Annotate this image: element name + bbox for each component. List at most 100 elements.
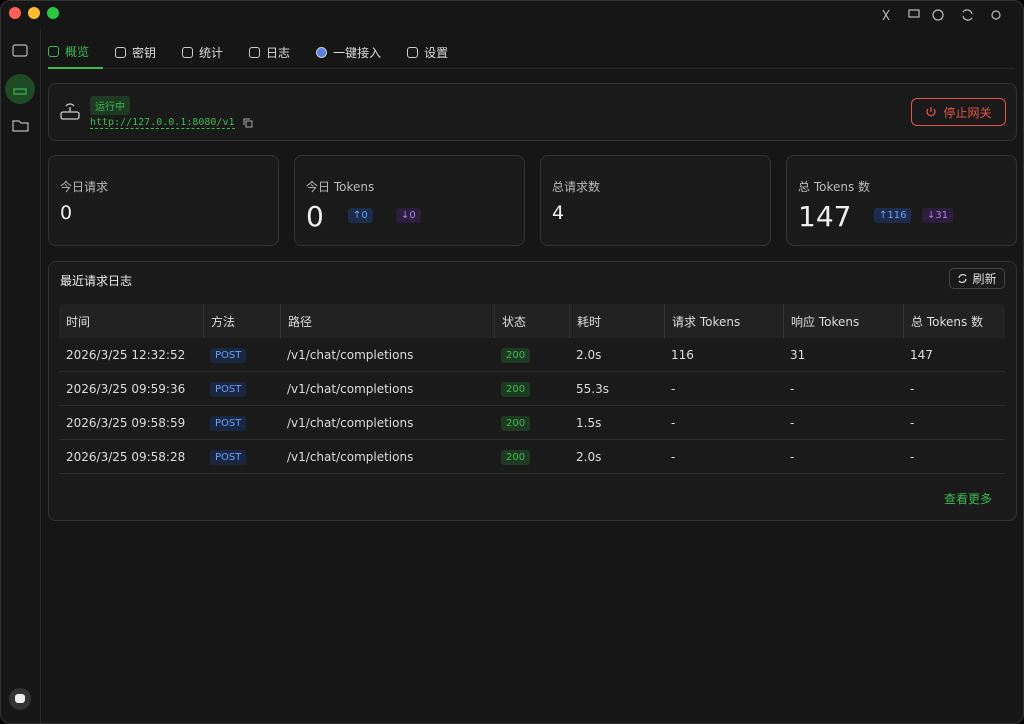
- table-cell: 147: [903, 338, 1005, 372]
- cell-text: 2.0s: [576, 450, 602, 464]
- tokens-down: ↓0: [396, 208, 421, 223]
- tab-label: 设置: [424, 45, 449, 60]
- sidebar-icons[interactable]: [1, 29, 41, 724]
- table-row: 2026/3/25 09:58:28 POST/v1/chat/completio…: [59, 440, 1005, 474]
- cell-text: 2026/3/25 12:32:52: [66, 348, 186, 362]
- cell-text: POST: [210, 381, 247, 397]
- header-cell: 总 Tokens 数: [903, 304, 1005, 338]
- header-cell: 状态: [494, 304, 569, 338]
- cell-text: -: [790, 416, 795, 430]
- tab-icon: [115, 46, 127, 58]
- header-cell: 响应 Tokens: [783, 304, 903, 338]
- cell-text: 200: [501, 381, 531, 397]
- refresh-icon: [958, 274, 968, 283]
- toolbar-icons[interactable]: [879, 8, 1009, 22]
- cell-text: -: [671, 382, 676, 396]
- stat-card: 总请求数 4: [540, 155, 771, 246]
- table-cell: 200: [494, 338, 569, 372]
- table-row: 2026/3/25 12:32:52 POST/v1/chat/completio…: [59, 338, 1005, 372]
- stat-card: 今日 Tokens 0 ↑0 ↓0: [294, 155, 525, 246]
- refresh-button[interactable]: 刷新: [949, 268, 1005, 289]
- tab-label: 一键接入: [333, 45, 382, 60]
- cell-text: 2.0s: [576, 348, 602, 362]
- table-cell: /v1/chat/completions: [280, 372, 494, 406]
- table-cell: 31: [783, 338, 903, 372]
- table-cell: -: [664, 372, 783, 406]
- router-icon: [60, 103, 80, 120]
- table-cell: POST: [203, 440, 280, 474]
- cell-text: POST: [210, 449, 247, 465]
- stop-label: 停止网关: [943, 105, 992, 120]
- table-cell: 2026/3/25 09:59:36: [59, 372, 203, 406]
- header-cell: 方法: [203, 304, 280, 338]
- stat-value: 0: [306, 200, 324, 233]
- cell-text: 55.3s: [576, 382, 609, 396]
- table-cell: -: [664, 440, 783, 474]
- sidebar: [1, 29, 41, 723]
- cell-text: 31: [790, 348, 806, 362]
- cell-text: /v1/chat/completions: [287, 450, 414, 464]
- status-badge: 运行中: [90, 96, 130, 115]
- table-cell: /v1/chat/completions: [280, 440, 494, 474]
- cell-text: /v1/chat/completions: [287, 382, 414, 396]
- cell-text: POST: [210, 347, 247, 363]
- tab[interactable]: 概览: [48, 35, 104, 69]
- tab[interactable]: 统计: [182, 35, 237, 69]
- tokens-up: ↑116: [874, 208, 912, 223]
- cell-text: -: [790, 382, 795, 396]
- log-card: 最近请求日志 刷新 查看更多 时间 方法 路径 状态 耗时 请求 Tokens 响应 Tok…: [48, 261, 1017, 521]
- tab[interactable]: 日志: [249, 35, 304, 69]
- tab-icon: [249, 46, 261, 58]
- table-cell: 200: [494, 440, 569, 474]
- table-cell: 2.0s: [569, 338, 664, 372]
- tokens-up: ↑0: [348, 208, 373, 223]
- view-more-link[interactable]: 查看更多: [943, 492, 992, 506]
- minimize-button[interactable]: [28, 7, 40, 19]
- table-cell: /v1/chat/completions: [280, 338, 494, 372]
- close-button[interactable]: [9, 7, 21, 19]
- table-cell: POST: [203, 372, 280, 406]
- tab[interactable]: 密钥: [115, 35, 170, 69]
- table-cell: -: [903, 372, 1005, 406]
- cell-text: -: [671, 416, 676, 430]
- tab[interactable]: 一键接入: [316, 35, 395, 69]
- cell-text: 2026/3/25 09:59:36: [66, 382, 186, 396]
- cell-text: 147: [910, 348, 933, 362]
- cell-text: 2026/3/25 09:58:59: [66, 416, 186, 430]
- power-icon: [926, 107, 937, 117]
- header-cell: 路径: [280, 304, 494, 338]
- stop-gateway-button[interactable]: 停止网关: [911, 98, 1006, 126]
- stat-card: 总 Tokens 数 147 ↑116 ↓31: [786, 155, 1017, 246]
- cell-text: POST: [210, 415, 247, 431]
- tab-label: 概览: [65, 44, 90, 59]
- gateway-card: 运行中 http://127.0.0.1:8080/v1 停止网关: [48, 83, 1017, 141]
- cell-text: -: [790, 450, 795, 464]
- cell-text: -: [910, 416, 915, 430]
- tab-icon: [316, 46, 328, 58]
- table-cell: 200: [494, 406, 569, 440]
- table-cell: -: [664, 406, 783, 440]
- table-cell: 200: [494, 372, 569, 406]
- copy-icon[interactable]: [243, 118, 253, 128]
- table-cell: /v1/chat/completions: [280, 406, 494, 440]
- gateway-url[interactable]: http://127.0.0.1:8080/v1: [90, 117, 235, 129]
- zoom-button[interactable]: [47, 7, 59, 19]
- header-cell: 请求 Tokens: [664, 304, 783, 338]
- tab-icon: [407, 46, 419, 58]
- tab[interactable]: 设置: [407, 35, 462, 69]
- table-row: 2026/3/25 09:58:59 POST/v1/chat/completio…: [59, 406, 1005, 440]
- table-cell: 116: [664, 338, 783, 372]
- cell-text: /v1/chat/completions: [287, 416, 414, 430]
- stat-label: 总请求数: [552, 180, 601, 194]
- cell-text: 1.5s: [576, 416, 602, 430]
- cell-text: 116: [671, 348, 694, 362]
- table-cell: 2026/3/25 12:32:52: [59, 338, 203, 372]
- stat-label: 今日请求: [60, 180, 109, 194]
- cell-text: -: [671, 450, 676, 464]
- table-cell: -: [783, 372, 903, 406]
- log-title: 最近请求日志: [60, 274, 133, 288]
- table-cell: 2026/3/25 09:58:59: [59, 406, 203, 440]
- cell-text: /v1/chat/completions: [287, 348, 414, 362]
- table-cell: POST: [203, 406, 280, 440]
